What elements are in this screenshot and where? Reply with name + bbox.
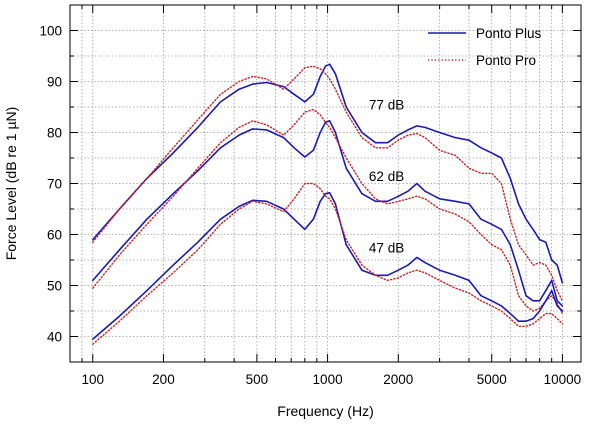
y-tick-label: 50	[47, 279, 62, 294]
y-tick-labels: 40 50 60 70 80 90 100	[39, 24, 62, 345]
series-line-ponto-pro-47-db	[92, 182, 564, 345]
x-tick-label: 2000	[383, 372, 413, 387]
series-line-ponto-pro-77-db	[92, 65, 564, 302]
axis-ticks	[69, 5, 581, 362]
y-tick-label: 40	[47, 330, 62, 345]
series-line-ponto-plus-47-db	[92, 191, 564, 340]
y-axis-label: Force Level (dB re 1 µN)	[3, 107, 19, 261]
series-line-ponto-plus-77-db	[92, 63, 564, 284]
y-tick-label: 90	[47, 75, 62, 90]
series-line-ponto-pro-62-db	[92, 108, 564, 315]
x-tick-label: 1000	[313, 372, 343, 387]
y-tick-label: 100	[39, 24, 62, 39]
legend-label-ponto-pro: Ponto Pro	[476, 53, 536, 68]
x-tick-label: 500	[246, 372, 269, 387]
y-tick-label: 70	[47, 177, 62, 192]
level-annotations: 77 dB 62 dB 47 dB	[369, 98, 404, 256]
x-tick-label: 200	[152, 372, 175, 387]
level-annotation: 77 dB	[369, 98, 404, 113]
x-tick-label: 100	[81, 372, 104, 387]
level-annotation: 62 dB	[369, 169, 404, 184]
x-tick-label: 10000	[544, 372, 582, 387]
series-line-ponto-plus-62-db	[92, 120, 564, 307]
x-tick-labels: 100 200 500 1000 2000 5000 10000	[81, 372, 581, 387]
y-tick-label: 80	[47, 126, 62, 141]
y-tick-label: 60	[47, 228, 62, 243]
legend-label-ponto-plus: Ponto Plus	[476, 26, 542, 41]
x-tick-label: 5000	[477, 372, 507, 387]
x-axis-label: Frequency (Hz)	[277, 403, 373, 419]
legend: Ponto Plus Ponto Pro	[428, 26, 542, 68]
level-annotation: 47 dB	[369, 240, 404, 255]
series-group	[92, 63, 564, 345]
